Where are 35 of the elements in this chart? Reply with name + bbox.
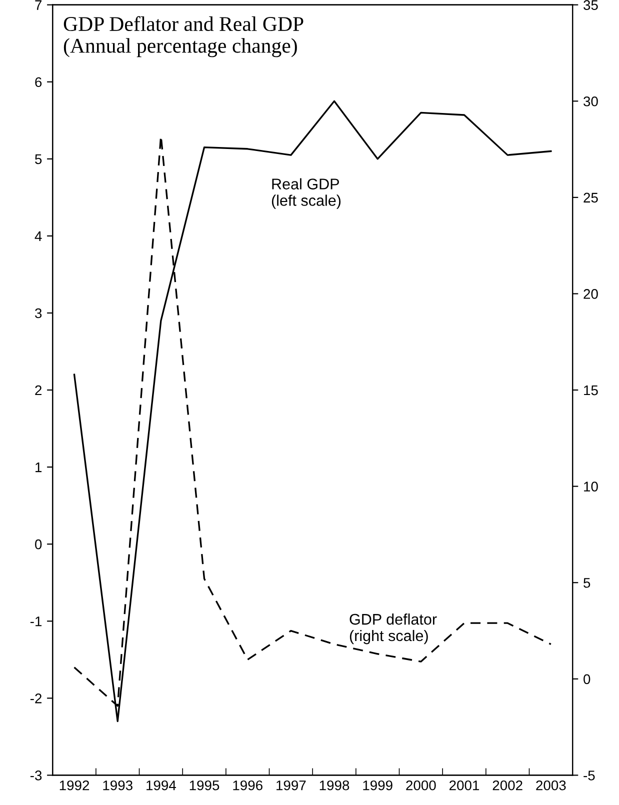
y-tick-label: 1 — [36, 462, 42, 472]
y-tick-label: 0 — [35, 539, 42, 550]
y-tick-label: -2 — [30, 694, 42, 704]
y2-tick-label: 35 — [584, 0, 598, 10]
x-tick-label: 1999 — [363, 780, 392, 790]
x-tick-label: 2002 — [492, 780, 522, 790]
text: GDP Deflator and Real GDP (Annual percentage change) — [64, 16, 304, 58]
y2-tick-label: 5 — [584, 578, 590, 588]
x-tick-label: 1994 — [146, 780, 176, 790]
y-tick-label: 6 — [35, 77, 42, 88]
y-tick-label: -1 — [30, 616, 42, 626]
y2-tick-label: 15 — [584, 386, 598, 396]
x-tick-label: 2003 — [536, 780, 566, 790]
y2-tick-label: 0 — [584, 674, 590, 684]
annotation: GDP deflator (right scale) — [350, 613, 437, 644]
x-tick-label: 1993 — [103, 780, 132, 790]
y-tick-label: -3 — [30, 770, 42, 780]
y2-tick-label: 25 — [584, 192, 598, 203]
y-tick-label: 7 — [35, 0, 42, 10]
annotation: Real GDP (left scale) — [272, 178, 341, 209]
x-tick-label: 1997 — [276, 780, 306, 790]
x-tick-label: 2000 — [406, 780, 436, 790]
y2-tick-label: 30 — [584, 96, 598, 106]
y-tick-label: 2 — [35, 385, 42, 396]
x-tick-label: 1995 — [190, 780, 220, 790]
y-tick-label: 4 — [34, 231, 42, 241]
y-tick-label: 5 — [35, 154, 42, 164]
x-tick-label: 1996 — [233, 780, 262, 790]
x-tick-label: 1992 — [60, 780, 90, 790]
y-tick-label: 3 — [35, 308, 42, 318]
y2-tick-label: 20 — [584, 289, 598, 299]
x-tick-label: 1998 — [320, 780, 350, 790]
x-tick-label: 2001 — [450, 780, 480, 790]
y2-tick-label: -5 — [584, 770, 595, 780]
y2-tick-label: 10 — [584, 482, 598, 492]
